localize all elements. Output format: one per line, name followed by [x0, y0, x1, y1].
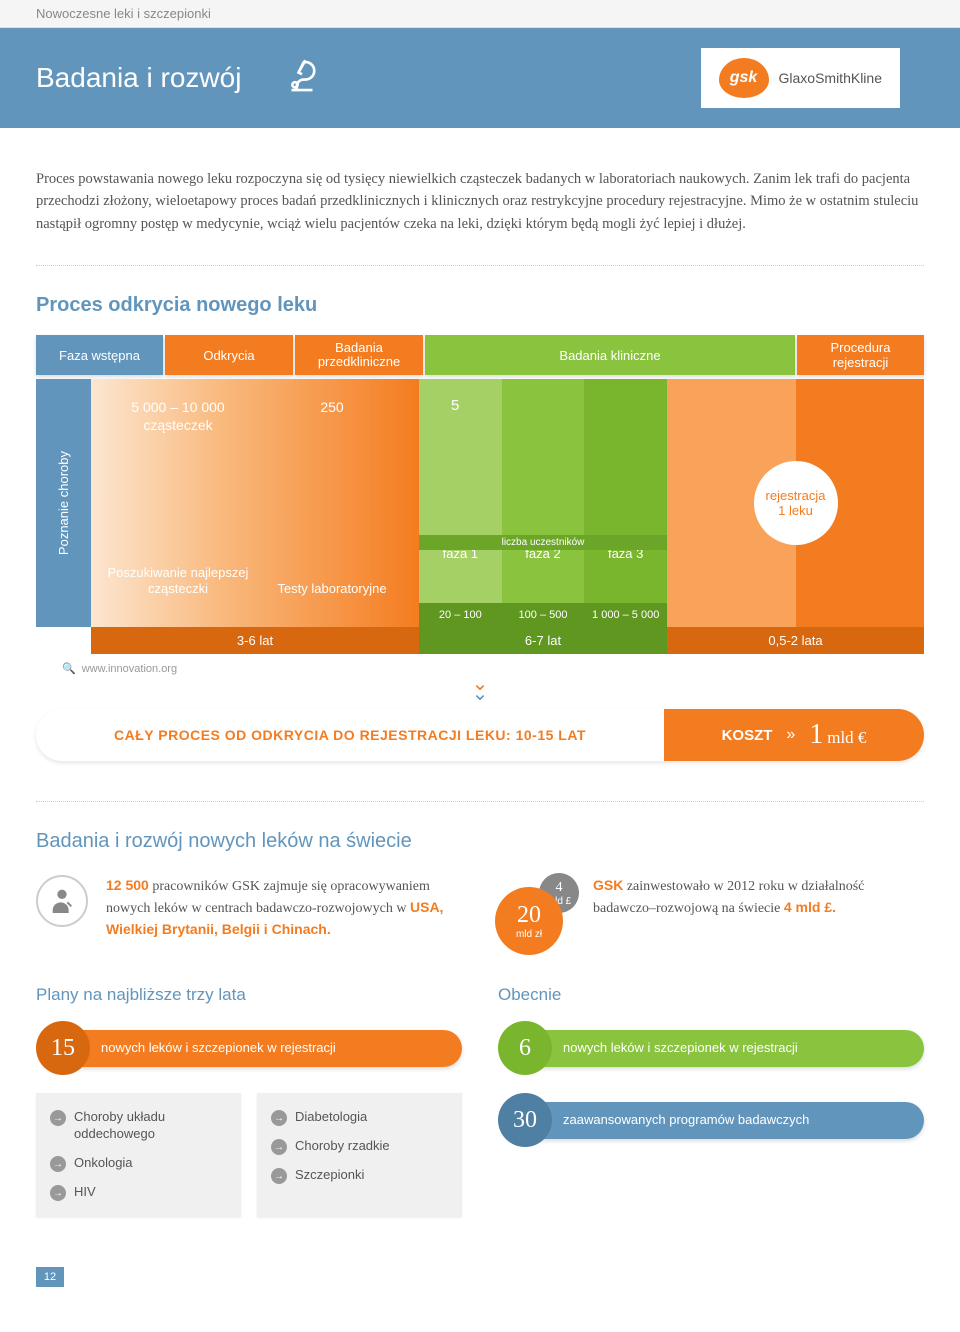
disease-understanding-label: Poznanie choroby [56, 451, 71, 555]
summary-pill: CAŁY PROCES OD ODKRYCIA DO REJESTRACJI L… [36, 709, 924, 761]
areas-box-2: → Diabetologia → Choroby rzadkie → Szczepio… [257, 1093, 462, 1217]
participants-phase2: 100 – 500 [502, 603, 585, 627]
researcher-icon [36, 875, 88, 927]
workers-stat-text: 12 500 pracowników GSK zajmuje się oprac… [106, 875, 465, 941]
area-hiv: HIV [74, 1184, 96, 1201]
plans-current-row: Plany na najbliższe trzy lata 15 nowych … [36, 985, 924, 1217]
brand-logo: gsk GlaxoSmithKline [701, 48, 901, 108]
world-stats-row: 12 500 pracowników GSK zajmuje się oprac… [36, 875, 924, 955]
molecules-count: 5 000 – 10 000 cząsteczek [101, 399, 255, 434]
arrow-icon: → [271, 1139, 287, 1155]
summary-duration: CAŁY PROCES OD ODKRYCIA DO REJESTRACJI L… [36, 727, 664, 743]
intro-paragraph: Proces powstawania nowego leku rozpoczyn… [36, 168, 924, 235]
participants-phase3: 1 000 – 5 000 [584, 603, 667, 627]
plans-count: 15 [36, 1021, 90, 1075]
plans-pill: 15 nowych leków i szczepionek w rejestra… [36, 1021, 462, 1075]
page-title: Badania i rozwój [36, 62, 241, 94]
best-molecule-label: Poszukiwanie najlepszej cząsteczki [101, 565, 255, 598]
gsk-oval-icon: gsk [719, 58, 769, 98]
area-vaccines: Szczepionki [295, 1167, 364, 1184]
tab-discovery: Odkrycia [165, 335, 293, 375]
arrow-icon: → [271, 1168, 287, 1184]
timeline-discovery: 3-6 lat [91, 627, 419, 654]
tab-preclinical: Badania przedkliniczne [295, 335, 423, 375]
one-drug-label: 1 leku [778, 503, 813, 519]
registration-circle: rejestracja 1 leku [754, 461, 838, 545]
current-registration-count: 6 [498, 1021, 552, 1075]
timeline-registration: 0,5-2 lata [667, 627, 924, 654]
area-respiratory: Choroby układu oddechowego [74, 1109, 227, 1143]
therapeutic-areas: → Choroby układu oddechowego → Onkologia →… [36, 1093, 462, 1217]
registration-segment: rejestracja 1 leku [667, 379, 924, 627]
advanced-programs-text: zaawansowanych programów badawczych [525, 1102, 924, 1139]
investment-text: GSK zainwestowało w 2012 roku w działaln… [593, 875, 924, 919]
clinical-count-five: 5 [451, 397, 459, 414]
page-number: 12 [36, 1267, 64, 1287]
clinical-phase-2: faza 2 [502, 379, 585, 603]
tab-registration: Procedura rejestracji [797, 335, 924, 375]
preclinical-count: 250 [255, 399, 409, 417]
world-section-title: Badania i rozwój nowych leków na świecie [36, 830, 924, 853]
document-section-label: Nowoczesne leki i szczepionki [0, 0, 960, 28]
timeline-clinical: 6-7 lat [419, 627, 667, 654]
process-section-title: Proces odkrycia nowego leku [36, 294, 924, 317]
divider [36, 801, 924, 802]
divider [36, 265, 924, 266]
lab-tests-label: Testy laboratoryjne [255, 581, 409, 597]
double-arrow-icon: » [786, 726, 795, 744]
current-registration-text: nowych leków i szczepionek w rejestracji [525, 1030, 924, 1067]
tab-clinical: Badania kliniczne [425, 335, 795, 375]
area-diabetes: Diabetologia [295, 1109, 367, 1126]
arrow-icon: → [50, 1156, 66, 1172]
plans-text: nowych leków i szczepionek w rejestracji [63, 1030, 462, 1067]
plans-title: Plany na najbliższe trzy lata [36, 985, 462, 1005]
participants-label: liczba uczestników [419, 535, 667, 550]
microscope-icon [281, 55, 323, 102]
summary-cost: KOSZT » 1 mld € [664, 709, 924, 761]
participants-phase1: 20 – 100 [419, 603, 502, 627]
investment-circles: 4 mld £ 20 mld zł [495, 875, 575, 955]
magnifier-icon: 🔍 [62, 663, 76, 675]
clinical-phase-1: faza 1 [419, 379, 502, 603]
discovery-segment: 5 000 – 10 000 cząsteczek Poszukiwanie n… [91, 379, 419, 627]
brand-name: GlaxoSmithKline [779, 70, 883, 86]
funnel-vertical-label: Poznanie choroby [36, 379, 91, 627]
timeline-row: 3-6 lat 6-7 lat 0,5-2 lata [36, 627, 924, 654]
chevron-down-icon: ⌄⌄ [36, 679, 924, 699]
advanced-programs-count: 30 [498, 1093, 552, 1147]
areas-box-1: → Choroby układu oddechowego → Onkologia →… [36, 1093, 241, 1217]
area-rare: Choroby rzadkie [295, 1138, 390, 1155]
registration-label: rejestracja [766, 488, 826, 504]
clinical-phase-3: faza 3 [584, 379, 667, 603]
tab-initial-phase: Faza wstępna [36, 335, 163, 375]
area-oncology: Onkologia [74, 1155, 133, 1172]
current-pill-2: 30 zaawansowanych programów badawczych [498, 1093, 924, 1147]
clinical-segment: 5 faza 1 faza 2 faza 3 liczba uczestnikó… [419, 379, 667, 627]
header: Badania i rozwój gsk GlaxoSmithKline [0, 28, 960, 128]
arrow-icon: → [50, 1110, 66, 1126]
investment-big-circle: 20 mld zł [495, 887, 563, 955]
arrow-icon: → [271, 1110, 287, 1126]
current-title: Obecnie [498, 985, 924, 1005]
phase-tabs: Faza wstępna Odkrycia Badania przedklini… [36, 335, 924, 375]
current-pill-1: 6 nowych leków i szczepionek w rejestrac… [498, 1021, 924, 1075]
funnel-diagram: Poznanie choroby 5 000 – 10 000 cząstecz… [36, 379, 924, 627]
arrow-icon: → [50, 1185, 66, 1201]
source-citation: 🔍www.innovation.org [62, 662, 924, 675]
